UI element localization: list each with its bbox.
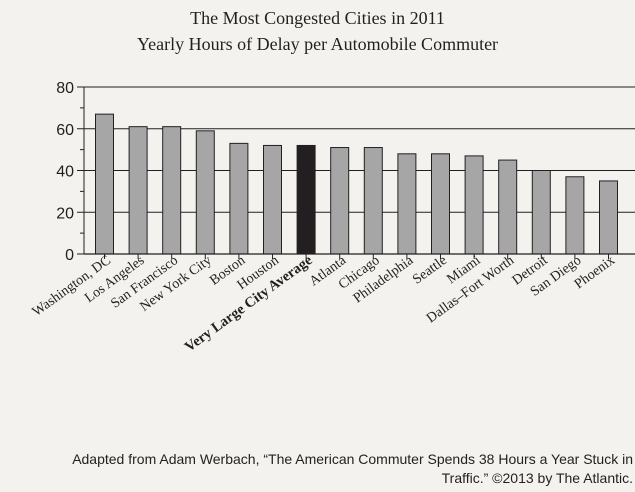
bar-0 [95, 113, 114, 255]
source-note-line2: Traffic.” ©2013 by The Atlantic. [441, 470, 633, 486]
bar-14 [565, 176, 585, 255]
bar-12 [498, 159, 518, 255]
bar-10 [431, 153, 450, 255]
bar-7 [330, 147, 350, 255]
chart-title: The Most Congested Cities in 2011 [190, 8, 445, 28]
category-label-10: Seattle [410, 253, 450, 288]
bar-1 [128, 126, 148, 255]
source-note-line1: Adapted from Adam Werbach, “The American… [72, 451, 633, 467]
chart-subtitle: Yearly Hours of Delay per Automobile Com… [136, 34, 499, 54]
bar-2 [162, 126, 182, 255]
bar-9 [397, 153, 417, 255]
y-tick-label-0: 0 [65, 247, 74, 264]
bar-8 [363, 147, 383, 255]
y-tick-label-80: 80 [56, 80, 74, 97]
y-tick-label-40: 40 [56, 164, 74, 181]
bar-3 [195, 130, 215, 255]
bar-11 [464, 155, 484, 255]
y-tick-label-20: 20 [56, 205, 74, 222]
y-tick-label-60: 60 [56, 122, 74, 139]
bar-15 [599, 180, 618, 255]
bar-13 [531, 170, 551, 255]
bar-4 [229, 142, 249, 255]
bar-5 [263, 144, 282, 255]
bar-6 [296, 144, 316, 255]
